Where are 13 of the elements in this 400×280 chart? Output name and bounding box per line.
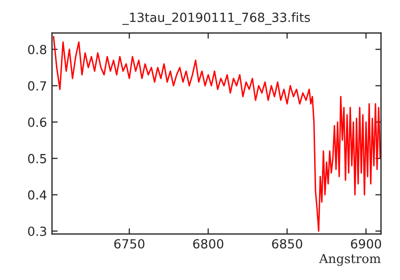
x-axis-title: Angstrom bbox=[319, 254, 381, 266]
y-tick-label: 0.6 bbox=[28, 118, 46, 127]
chart-title: _13tau_20190111_768_33.fits bbox=[122, 12, 310, 25]
y-tick-label: 0.5 bbox=[28, 154, 46, 164]
x-tick-label: 6900 bbox=[350, 239, 382, 249]
y-tick-label: 0.4 bbox=[28, 190, 46, 200]
y-tick-label: 0.7 bbox=[28, 81, 46, 91]
y-tick-label: 0.3 bbox=[28, 226, 46, 236]
y-tick-label: 0.8 bbox=[28, 44, 46, 54]
line-series bbox=[52, 36, 381, 232]
x-tick-label: 6850 bbox=[272, 239, 302, 249]
x-tick-label: 6750 bbox=[114, 239, 144, 249]
x-tick-label: 6800 bbox=[193, 239, 224, 249]
